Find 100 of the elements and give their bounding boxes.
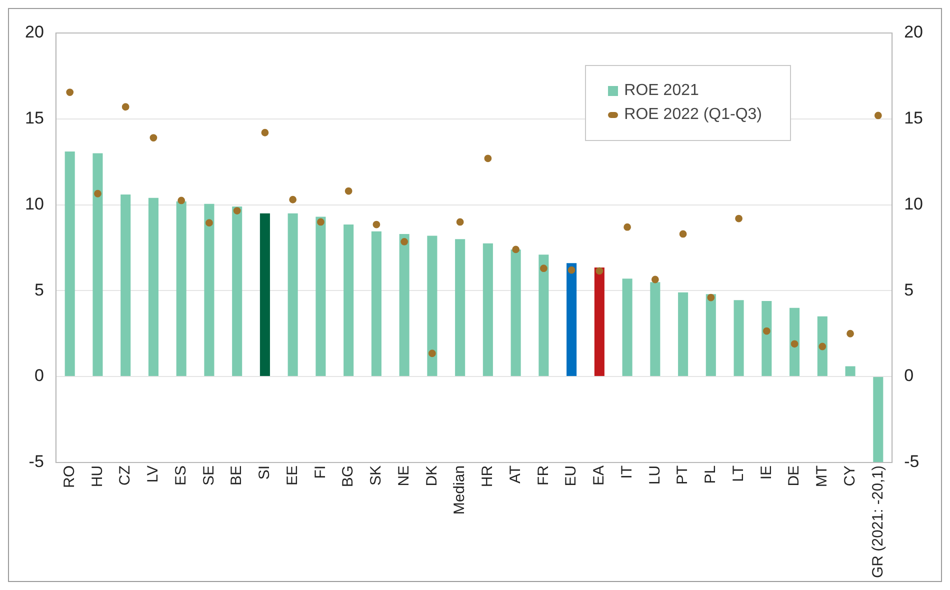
x-tick-label: MT	[814, 465, 831, 488]
y2-tick-label: 15	[904, 108, 924, 128]
x-tick-label: GR (2021: -20,1)	[869, 465, 886, 578]
bar	[734, 300, 744, 376]
bar	[790, 308, 800, 376]
bar	[762, 300, 772, 376]
point	[94, 190, 102, 198]
x-tick-label: AT	[506, 465, 524, 484]
point	[818, 342, 826, 350]
bar	[650, 282, 660, 376]
point	[344, 187, 352, 195]
bar	[845, 366, 856, 376]
point	[456, 218, 464, 226]
point	[150, 134, 158, 142]
bar	[706, 294, 716, 376]
x-tick-label: FR	[534, 465, 552, 486]
bar	[288, 213, 298, 376]
bar	[316, 216, 326, 376]
x-tick-label: HU	[88, 465, 106, 488]
point	[289, 196, 297, 204]
x-tick-label: CY	[841, 465, 858, 486]
y2-tick-label: 5	[904, 280, 914, 300]
x-tick-label: DE	[786, 465, 803, 486]
x-tick-label: PL	[702, 465, 720, 484]
bar	[344, 224, 354, 376]
y-tick-label: 0	[34, 366, 44, 386]
x-tick-label: IT	[618, 465, 636, 479]
x-tick-label: SI	[256, 465, 274, 480]
bar	[678, 292, 688, 376]
point	[261, 128, 269, 136]
point	[568, 266, 576, 274]
x-tick-label: LU	[646, 465, 664, 485]
point	[846, 330, 854, 338]
x-tick-label: SE	[200, 465, 218, 486]
x-tick-label: NE	[395, 465, 412, 486]
x-tick-label: EU	[562, 465, 580, 486]
y-tick-label: 20	[24, 22, 44, 42]
y-tick-label: 5	[34, 280, 44, 300]
x-tick-label: BE	[228, 465, 246, 486]
point	[651, 276, 659, 284]
bar	[148, 198, 158, 376]
point	[735, 214, 742, 222]
point	[707, 294, 715, 302]
x-tick-label: RO	[60, 465, 78, 488]
x-tick-label: LT	[730, 465, 747, 482]
point	[372, 220, 380, 228]
point	[206, 219, 213, 227]
y-tick-label: -5	[28, 452, 44, 472]
y2-tick-label: 20	[904, 22, 924, 42]
x-tick-label: HR	[479, 465, 496, 488]
x-tick-label: IE	[758, 465, 775, 480]
bar	[817, 316, 828, 376]
bar	[232, 206, 242, 376]
bar	[64, 152, 75, 376]
legend-label: ROE 2021	[624, 82, 699, 100]
point	[790, 340, 798, 348]
bar	[538, 254, 549, 376]
point	[596, 267, 604, 275]
y-tick-label: 15	[24, 108, 44, 128]
bar	[873, 377, 884, 462]
point	[428, 350, 436, 358]
point	[178, 196, 186, 204]
bar	[455, 239, 466, 376]
point	[874, 112, 882, 120]
point	[233, 207, 241, 214]
x-tick-label: BG	[340, 465, 357, 488]
y2-tick-label: 10	[904, 194, 924, 214]
point	[400, 238, 408, 246]
bar	[176, 201, 186, 376]
x-tick-label: EA	[590, 465, 608, 486]
y2-tick-label: -5	[904, 452, 920, 472]
x-tick-label: SK	[368, 465, 385, 486]
bar	[92, 153, 103, 376]
point	[540, 264, 548, 272]
x-tick-label: Median	[451, 465, 468, 515]
bar	[371, 231, 382, 376]
point	[317, 218, 324, 226]
bar	[204, 204, 214, 376]
x-tick-label: LV	[144, 465, 162, 483]
bar	[510, 249, 521, 376]
x-tick-label: CZ	[116, 465, 134, 486]
point	[484, 154, 492, 162]
bar	[427, 236, 438, 376]
bar	[622, 278, 632, 376]
point	[512, 246, 520, 254]
x-tick-label: FI	[312, 465, 329, 479]
point	[624, 223, 631, 231]
legend-label: ROE 2022 (Q1-Q3)	[624, 106, 762, 124]
x-tick-label: ES	[172, 465, 190, 486]
bar	[566, 263, 577, 376]
y-tick-label: 10	[24, 194, 44, 214]
x-tick-label: EE	[284, 465, 301, 486]
bar	[120, 194, 131, 376]
point	[679, 230, 687, 238]
point	[122, 103, 130, 111]
point	[762, 327, 770, 335]
point	[66, 88, 74, 96]
x-tick-label: PT	[674, 465, 692, 485]
bar	[482, 243, 493, 376]
y2-tick-label: 0	[904, 366, 914, 386]
